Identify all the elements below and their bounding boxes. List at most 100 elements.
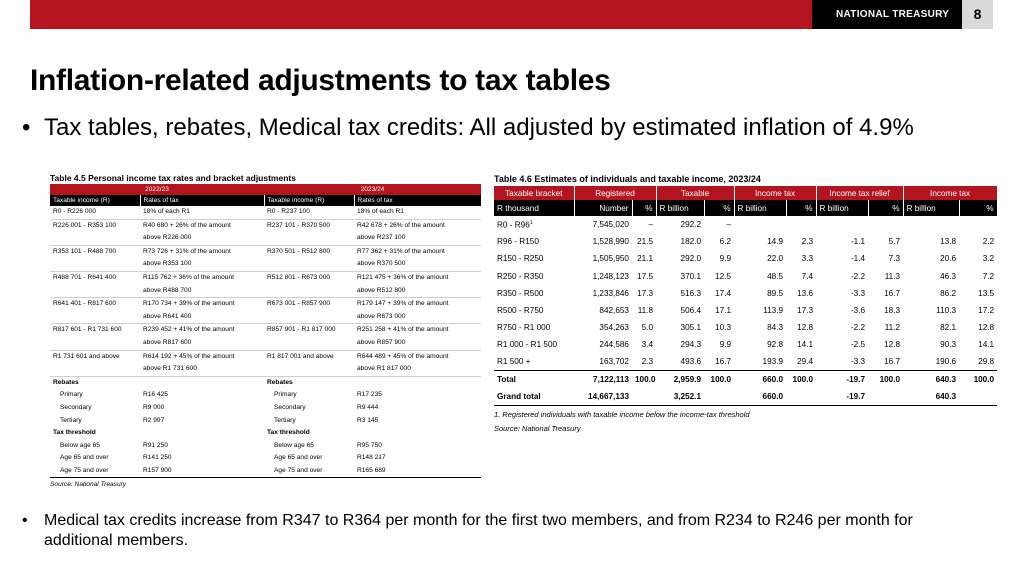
sub-header: R billion — [903, 200, 960, 216]
bracket-text: R1 500 + — [497, 357, 531, 367]
sub-header: % — [704, 200, 735, 216]
rate-cell: above R488 700 — [140, 284, 264, 299]
value-cell: -2.2 — [850, 323, 866, 333]
group-header: Registered — [574, 186, 657, 200]
bullet-text: Medical tax credits increase from R347 t… — [44, 512, 913, 549]
column-header: Taxable income (R) — [50, 195, 141, 206]
group-header: Taxable bracket — [494, 186, 575, 200]
table-row: R96 - R150 1,528,990 21.5 182.0 6.2 14.9 2.3 -1… — [494, 233, 997, 250]
table-4-6: Table 4.6 Estimates of individuals and t… — [494, 173, 998, 433]
bracket-text: R250 - R350 — [497, 271, 544, 281]
value-cell: 3.2 — [982, 254, 995, 264]
empty-cell — [264, 363, 354, 377]
value-cell: 9.9 — [719, 254, 732, 264]
value-cell: 7.4 — [801, 271, 814, 281]
bracket-label: R500 - R750 — [494, 302, 574, 319]
value-cell: 292.2 — [680, 220, 702, 230]
value-cell: R16 425 — [143, 391, 168, 399]
bracket-row-continuation: above R488 700 above R512 800 — [50, 284, 481, 299]
brand-name: NATIONAL TREASURY — [836, 9, 950, 20]
value-cell: 13.6 — [797, 288, 814, 298]
value-cell: -1.4 — [850, 254, 866, 264]
rate-cell: R644 489 + 45% of the amount — [357, 352, 449, 360]
group-header: Income tax relief — [816, 186, 904, 200]
bracket-label: R750 - R1 000 — [494, 319, 574, 336]
item-label: Tertiary — [60, 416, 82, 424]
item-label: Secondary — [274, 403, 306, 411]
rate-cell: above R857 900 — [354, 336, 481, 351]
taxable-income-cell: R370 501 - R512 800 — [267, 247, 331, 255]
value-cell: 14,667,133 — [574, 387, 632, 406]
value-cell — [868, 387, 904, 406]
value-cell: 16.7 — [884, 357, 901, 367]
taxable-income-cell: R0 - R237 100 — [264, 206, 354, 220]
empty-cell — [264, 336, 354, 351]
empty-cell — [264, 284, 354, 299]
bracket-text: R1 000 - R1 500 — [497, 340, 558, 350]
rate-cell: above R512 800 — [354, 284, 481, 299]
value-cell: 190.6 — [935, 357, 957, 367]
value-cell: 842,653 — [599, 306, 629, 316]
value-cell: 14.1 — [978, 340, 995, 350]
column-header: Rates of tax — [354, 195, 482, 206]
value-cell: 11.2 — [884, 323, 901, 333]
individuals-income-table: Taxable bracket Registered Taxable Incom… — [494, 186, 998, 406]
bracket-text: R0 - R96 — [497, 220, 530, 230]
value-cell: 6.2 — [719, 237, 732, 247]
taxable-income-cell: R512 801 - R673 000 — [267, 273, 331, 281]
item-label: Primary — [274, 391, 297, 399]
value-cell: 100.0 — [959, 370, 998, 388]
rate-cell: R251 258 + 41% of the amount — [357, 326, 449, 334]
header-red-bar — [30, 0, 962, 29]
value-cell: 640.3 — [903, 387, 960, 406]
value-cell: 92.8 — [767, 340, 784, 350]
rate-cell: above R673 000 — [354, 310, 481, 325]
sub-header: % — [868, 200, 904, 216]
value-cell: 3.4 — [641, 340, 654, 350]
taxable-income-cell: R1 731 601 and above — [53, 352, 120, 360]
empty-cell — [50, 284, 140, 299]
bracket-row-continuation: above R641 400 above R673 000 — [50, 310, 481, 325]
bracket-text: R750 - R1 000 — [497, 323, 551, 333]
bracket-label: Total — [494, 370, 574, 388]
rate-cell: R77 362 + 31% of the amount — [357, 247, 445, 255]
bracket-row: R0 - R226 000 18% of each R1 R0 - R237 100… — [50, 206, 481, 220]
value-cell: R141 250 — [143, 454, 172, 462]
value-cell: 82.1 — [940, 323, 957, 333]
bracket-row: R641 401 - R817 600 R170 734 + 39% of the… — [50, 298, 481, 311]
rate-cell: R121 475 + 36% of the amount — [357, 273, 449, 281]
value-cell: 14.9 — [767, 237, 784, 247]
column-header: Taxable income (R) — [264, 195, 355, 206]
value-cell: – — [648, 220, 654, 230]
empty-cell — [264, 258, 354, 272]
bracket-label: R350 - R500 — [494, 285, 574, 302]
value-cell: 110.3 — [936, 306, 957, 316]
value-cell: 7,122,113 — [574, 370, 632, 388]
bullet-medical-credits: • Medical tax credits increase from R347… — [22, 511, 982, 551]
bullet-text: Tax tables, rebates, Medical tax credits… — [44, 114, 914, 141]
rate-cell: R179 147 + 39% of the amount — [357, 300, 449, 308]
value-cell: 14.1 — [797, 340, 814, 350]
value-cell: 113.9 — [763, 306, 784, 316]
value-cell: 3.3 — [801, 254, 814, 264]
value-cell: 1,505,950 — [592, 254, 629, 264]
rebates-row: Primary R16 425 Primary R17 235 — [50, 389, 481, 402]
taxable-income-cell: R817 601 - R1 731 600 — [53, 326, 122, 334]
value-cell: 12.8 — [978, 323, 995, 333]
bracket-label: R96 - R150 — [494, 233, 574, 250]
item-label: Tertiary — [274, 416, 296, 424]
value-cell: 11.3 — [884, 271, 901, 281]
value-cell: 1,248,123 — [592, 271, 629, 281]
value-cell: 2.3 — [641, 357, 654, 367]
value-cell: -1.1 — [850, 237, 866, 247]
empty-cell — [140, 376, 264, 389]
value-cell: R17 235 — [357, 391, 382, 399]
bracket-row: R353 101 - R488 700 R73 726 + 31% of the … — [50, 245, 481, 258]
value-cell: 493.6 — [680, 357, 702, 367]
section-label: Rebates — [267, 378, 293, 386]
value-cell: -3.6 — [850, 306, 866, 316]
value-cell: 640.3 — [903, 370, 960, 388]
table-row: R350 - R500 1,233,846 17.3 516.3 17.4 89.5 13.… — [494, 285, 997, 302]
value-cell: 7.3 — [888, 254, 901, 264]
value-cell: 10.3 — [715, 323, 732, 333]
